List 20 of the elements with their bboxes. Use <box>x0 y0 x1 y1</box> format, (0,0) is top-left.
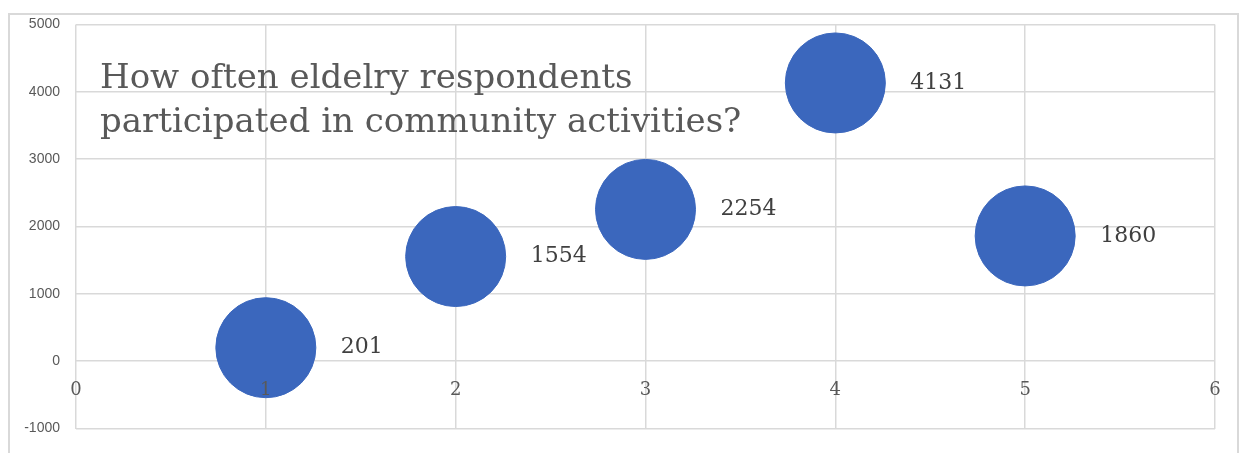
data-label: 1860 <box>1100 221 1157 247</box>
x-tick-label: 4 <box>829 377 842 399</box>
x-tick-label: 5 <box>1019 377 1031 399</box>
text: How often eldelry respondents participated in community activities? <box>100 56 742 141</box>
y-tick-label: 3000 <box>28 149 61 166</box>
y-tick-label: 1000 <box>28 284 61 301</box>
data-label: 1554 <box>530 242 587 268</box>
data-label: 4131 <box>910 68 967 94</box>
y-tick-label: -1000 <box>24 419 61 436</box>
y-tick-label: 4000 <box>28 82 61 99</box>
y-tick-label: 0 <box>52 352 61 369</box>
x-tick-label: 0 <box>70 377 82 399</box>
data-label: 2254 <box>720 195 777 221</box>
y-tick-label: 2000 <box>28 217 61 234</box>
x-tick-label: 1 <box>260 377 272 399</box>
x-tick-label: 6 <box>1209 377 1221 399</box>
data-label: 201 <box>340 333 383 359</box>
x-tick-label: 3 <box>639 377 652 399</box>
x-tick-label: 2 <box>449 377 462 399</box>
y-tick-label: 5000 <box>28 15 61 32</box>
